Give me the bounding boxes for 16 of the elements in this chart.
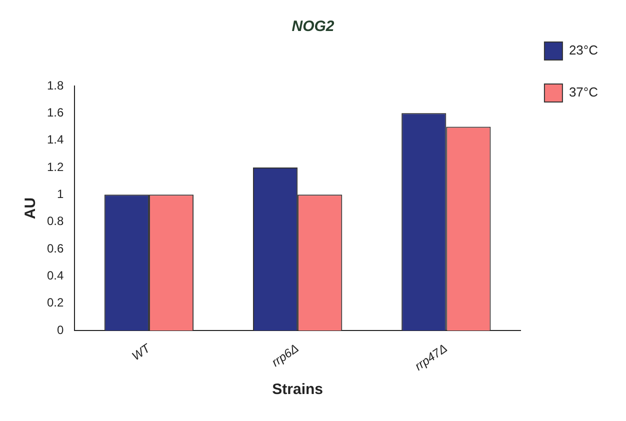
- y-tick-label: 0.8: [46, 214, 64, 228]
- x-tick-label: WT: [129, 340, 154, 364]
- legend-label: 37°C: [568, 84, 598, 100]
- y-tick-label: 0.4: [46, 268, 64, 282]
- y-tick-label: 1.8: [46, 78, 64, 92]
- y-tick-label: 1: [56, 186, 64, 201]
- y-tick-label: 1.2: [46, 160, 64, 174]
- chart-title: NOG2: [292, 18, 335, 36]
- x-axis-title: Strains: [272, 381, 323, 398]
- y-axis-title: AU: [22, 197, 40, 220]
- y-tick-label: 1.4: [46, 132, 64, 147]
- y-tick-label: 0.6: [46, 241, 64, 256]
- y-tick-label: 1.6: [46, 105, 64, 120]
- y-tick-label: 0.2: [46, 296, 64, 310]
- y-tick-label: 0: [56, 322, 64, 337]
- legend-label: 23°C: [568, 42, 598, 58]
